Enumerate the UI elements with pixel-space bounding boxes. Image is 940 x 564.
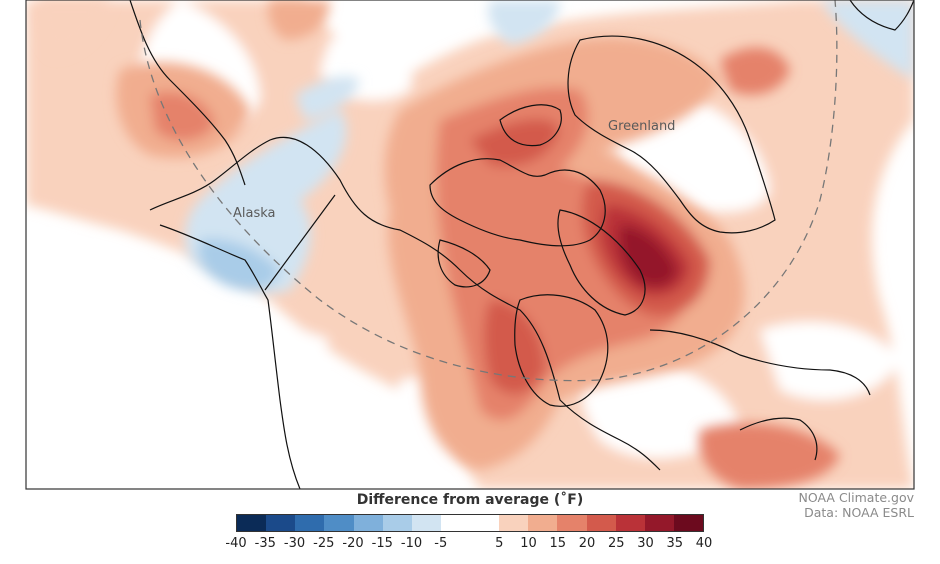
- anomaly-shading: [26, 0, 914, 489]
- legend-color-bar: [236, 514, 704, 532]
- credit-line-1: NOAA Climate.gov: [798, 490, 914, 505]
- legend-swatch: [353, 515, 383, 531]
- greenland-label: Greenland: [608, 119, 675, 134]
- legend-swatch: [499, 515, 529, 531]
- legend-swatch: [644, 515, 674, 531]
- legend-swatch: [557, 515, 587, 531]
- credit-line-2: Data: NOAA ESRL: [804, 505, 914, 520]
- legend-swatch: [237, 515, 267, 531]
- legend-tick-label: -20: [342, 536, 364, 551]
- legend-tick-labels: -40 -35 -30 -25 -20 -15 -10 -5 5 10 15 20 25 30 35 40: [225, 536, 712, 556]
- legend-tick-label: 40: [695, 536, 713, 551]
- legend-swatch: [295, 515, 325, 531]
- legend-swatch: [470, 515, 500, 531]
- alaska-label: Alaska: [233, 206, 276, 221]
- legend-tick-label: 25: [607, 536, 625, 551]
- legend-tick-label: -30: [283, 536, 306, 551]
- legend-tick-label: 30: [637, 536, 654, 551]
- legend-tick-label: -35: [254, 536, 276, 551]
- map-frame: [25, 0, 915, 490]
- legend-tick-label: 15: [549, 536, 567, 551]
- legend-tick-label: -10: [400, 536, 423, 551]
- legend-tick-label: 35: [666, 536, 684, 551]
- legend-swatch: [586, 515, 616, 531]
- legend-swatch: [673, 515, 703, 531]
- credit: NOAA Climate.gov Data: NOAA ESRL: [799, 490, 914, 520]
- legend-swatch: [382, 515, 412, 531]
- legend-tick-label: 5: [495, 536, 504, 551]
- legend-tick-label: 20: [578, 536, 596, 551]
- legend-swatch: [528, 515, 558, 531]
- arctic-circle-line: [139, 0, 838, 382]
- legend-tick-label: -40: [225, 536, 247, 551]
- legend-swatch: [266, 515, 296, 531]
- legend-title: Difference from average (˚F): [356, 492, 584, 508]
- legend-tick-label: -25: [313, 536, 335, 551]
- legend-tick-label: 10: [520, 536, 537, 551]
- legend-swatch: [411, 515, 441, 531]
- legend-swatch: [440, 515, 470, 531]
- coastlines: [129, 0, 914, 489]
- legend-tick-label: -5: [434, 536, 448, 551]
- legend-swatch: [324, 515, 354, 531]
- legend-tick-label: -15: [371, 536, 393, 551]
- legend-swatch: [615, 515, 645, 531]
